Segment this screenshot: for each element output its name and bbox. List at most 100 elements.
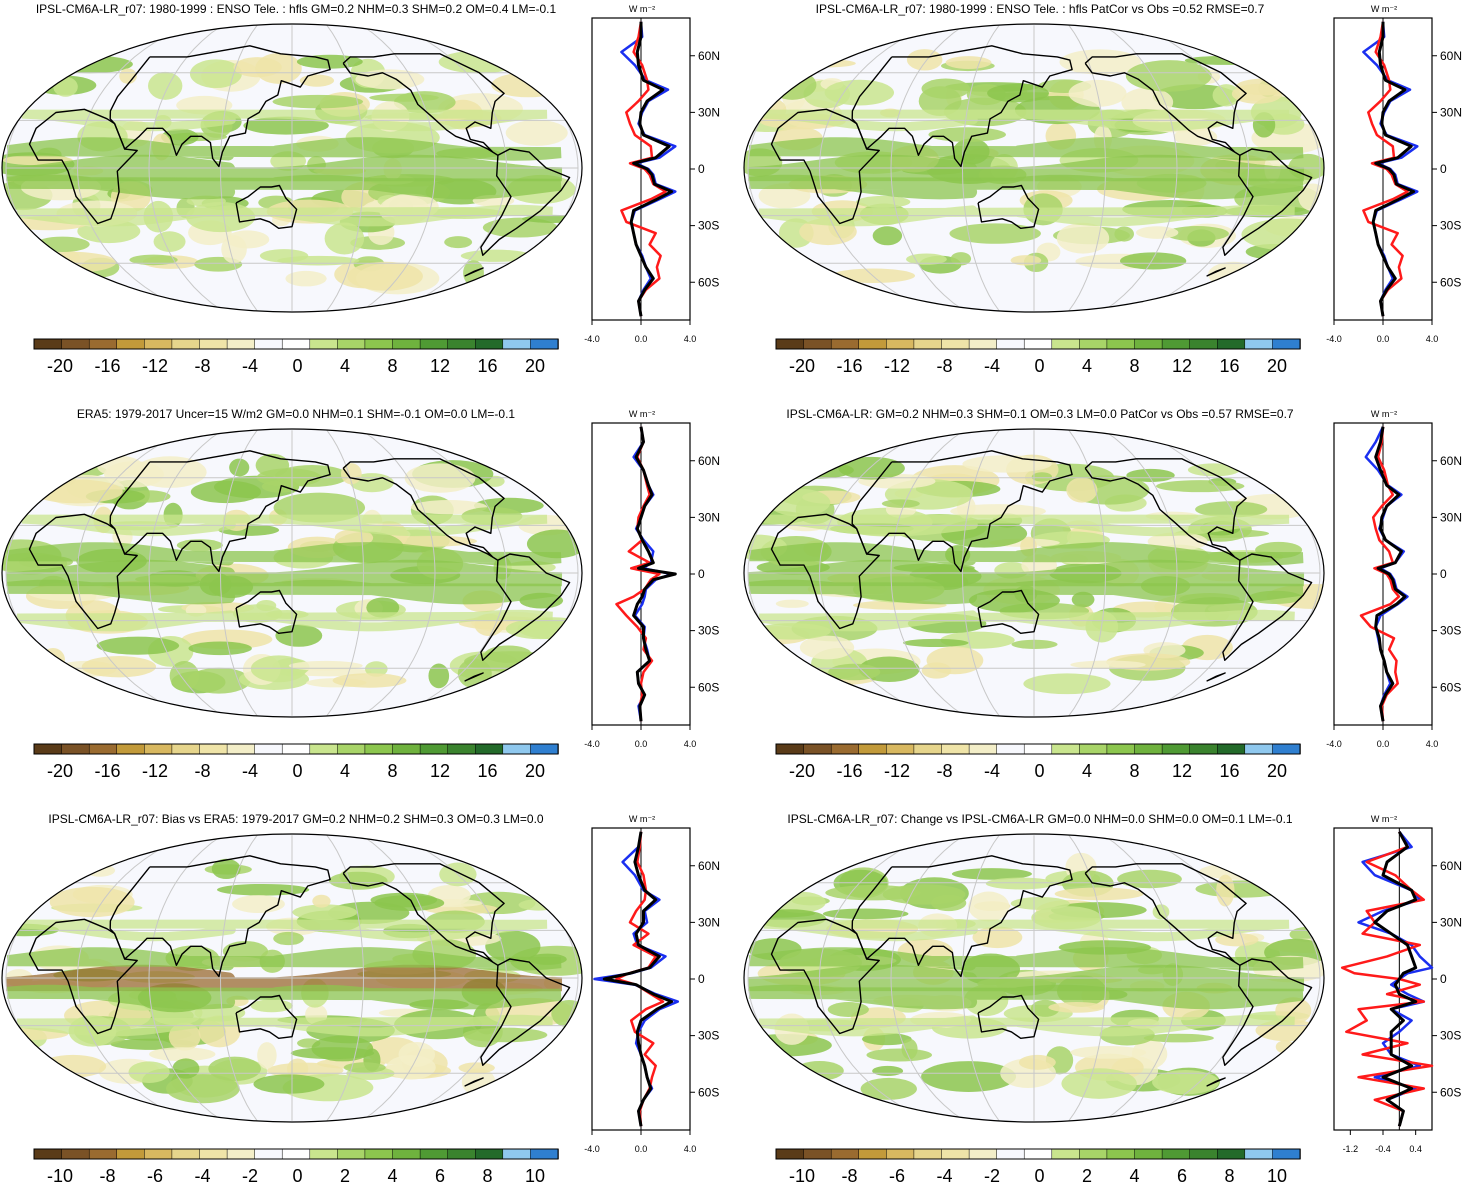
field-patch (97, 455, 144, 477)
colorbar-label: 2 (340, 1166, 350, 1186)
colorbar-swatch (858, 743, 888, 755)
colorbar-label: 8 (387, 356, 397, 376)
colorbar-label: -4 (936, 1166, 952, 1186)
field-patch (35, 236, 90, 252)
field-patch (1156, 480, 1245, 493)
colorbar-swatch (502, 1148, 532, 1160)
colorbar-swatch (226, 743, 256, 755)
field-patch (129, 254, 178, 266)
field-patch (365, 661, 388, 677)
field-patch (275, 624, 323, 647)
field-patch (133, 456, 207, 488)
colorbar-label: 0 (1034, 356, 1044, 376)
colorbar-swatch (830, 743, 860, 755)
colorbar-swatch (309, 1148, 339, 1160)
longitude-gridline (148, 24, 223, 312)
coastline-antarcticaTip (1206, 1077, 1226, 1087)
colorbar-label: -8 (99, 1166, 115, 1186)
lat-tick-label: 60N (1440, 454, 1462, 468)
field-patch (296, 54, 363, 69)
zonal-line-black (1374, 426, 1407, 722)
colorbar-swatch (199, 1148, 228, 1160)
colorbar-swatch (886, 338, 915, 350)
field-patch (1061, 1068, 1137, 1099)
colorbar-swatch (1161, 743, 1191, 755)
map-panel (1, 428, 583, 718)
colorbar-swatch (419, 1148, 449, 1160)
lat-tick-label: 60N (698, 49, 720, 63)
field-patch (768, 69, 817, 100)
colorbar-swatch (913, 743, 943, 755)
longitude-gridline (219, 834, 258, 1122)
colorbar-swatch (88, 1148, 118, 1160)
longitude-gridline (1103, 24, 1178, 312)
colorbar-swatch (1134, 1148, 1163, 1160)
lat-tick-label: 30S (1440, 624, 1461, 638)
coastline-africa (28, 108, 138, 225)
zonal-unit-label: W m⁻² (629, 814, 655, 824)
longitude-gridline (890, 429, 965, 717)
zonal-mean-plot: W m⁻² -1.2 -0.4 0.4 60N 30N 0 30S 60S (1333, 814, 1462, 1154)
coastline-africa (28, 513, 138, 630)
colorbar-swatch (171, 1148, 201, 1160)
lat-tick-label: 60S (698, 680, 719, 694)
colorbar: -20 -16 -12 -8 -4 0 4 8 12 16 20 (33, 743, 559, 781)
coastline-antarcticaTip (1206, 267, 1226, 277)
lat-tick-label: 0 (1440, 972, 1447, 986)
colorbar-label: 6 (1177, 1166, 1187, 1186)
field-patch (312, 894, 331, 908)
field-patch (153, 231, 186, 252)
colorbar-swatch (364, 1148, 394, 1160)
zonal-mean-plot: W m⁻² -4.0 0.0 4.0 60N 30N 0 30S 60S (584, 814, 720, 1154)
colorbar-swatch (281, 743, 311, 755)
colorbar-label: 0 (1034, 761, 1044, 781)
colorbar-swatch (447, 338, 477, 350)
x-tick-label: 0.0 (635, 334, 648, 344)
colorbar-label: -6 (147, 1166, 163, 1186)
colorbar-swatch (968, 743, 998, 755)
field-patch (285, 270, 327, 287)
colorbar-label: -20 (789, 356, 815, 376)
colorbar-swatch (226, 1148, 256, 1160)
field-patch (458, 1062, 495, 1074)
x-tick-label: -4.0 (1326, 334, 1342, 344)
field-patch (1023, 673, 1111, 695)
lat-tick-label: 30N (1440, 510, 1462, 524)
colorbar-swatch (364, 743, 394, 755)
coastline-southamerica (1222, 553, 1313, 661)
map-border (1, 833, 583, 1123)
field-patch (277, 255, 360, 266)
field-patch (1275, 1040, 1295, 1054)
colorbar-label: 16 (1219, 356, 1239, 376)
map-border (743, 428, 1325, 718)
colorbar-label: -16 (836, 356, 862, 376)
field-patch (1048, 1001, 1105, 1013)
colorbar-label: -16 (94, 761, 120, 781)
coastline-northamerica (342, 863, 505, 966)
field-patch (825, 885, 921, 901)
colorbar-label: -4 (242, 356, 258, 376)
field-patch (290, 1047, 375, 1060)
colorbar-swatch (309, 743, 339, 755)
longitude-gridline (961, 429, 1000, 717)
longitude-gridline (361, 429, 436, 717)
lat-tick-label: 0 (698, 972, 705, 986)
x-tick-label: -4.0 (584, 334, 600, 344)
field-patch (148, 71, 183, 100)
x-tick-label: 0.0 (1377, 334, 1390, 344)
colorbar-swatch (419, 338, 449, 350)
x-tick-label: 4.0 (684, 334, 697, 344)
colorbar-swatch (392, 1148, 421, 1160)
colorbar-label: 10 (525, 1166, 545, 1186)
colorbar-swatch (1161, 1148, 1191, 1160)
longitude-gridline (396, 429, 508, 717)
colorbar-swatch (1272, 1148, 1301, 1160)
colorbar-swatch (858, 1148, 888, 1160)
colorbar-swatch (996, 1148, 1025, 1160)
colorbar-swatch (1106, 743, 1136, 755)
longitude-gridline (1138, 429, 1250, 717)
colorbar-frame (33, 1148, 559, 1160)
field-patch (1119, 252, 1187, 270)
colorbar-label: -10 (47, 1166, 73, 1186)
field-patch (1011, 639, 1058, 649)
